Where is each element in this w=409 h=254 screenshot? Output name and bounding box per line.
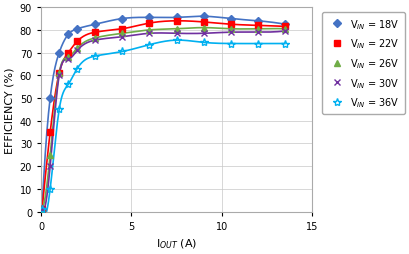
- V$_{IN}$ = 18V: [65, 34, 70, 37]
- V$_{IN}$ = 30V: [201, 33, 206, 36]
- V$_{IN}$ = 22V: [120, 28, 125, 31]
- V$_{IN}$ = 26V: [201, 27, 206, 30]
- V$_{IN}$ = 36V: [120, 51, 125, 54]
- V$_{IN}$ = 22V: [201, 21, 206, 24]
- V$_{IN}$ = 36V: [228, 43, 233, 46]
- Legend: V$_{IN}$ = 18V, V$_{IN}$ = 22V, V$_{IN}$ = 26V, V$_{IN}$ = 30V, V$_{IN}$ = 36V: V$_{IN}$ = 18V, V$_{IN}$ = 22V, V$_{IN}$…: [321, 13, 404, 115]
- V$_{IN}$ = 18V: [255, 20, 260, 23]
- V$_{IN}$ = 30V: [56, 74, 61, 77]
- V$_{IN}$ = 22V: [40, 208, 45, 211]
- V$_{IN}$ = 26V: [282, 28, 287, 31]
- V$_{IN}$ = 26V: [120, 33, 125, 36]
- V$_{IN}$ = 30V: [120, 36, 125, 39]
- V$_{IN}$ = 22V: [47, 131, 52, 134]
- V$_{IN}$ = 18V: [147, 17, 152, 20]
- V$_{IN}$ = 22V: [56, 72, 61, 75]
- Line: V$_{IN}$ = 36V: V$_{IN}$ = 36V: [38, 37, 288, 214]
- X-axis label: I$_{OUT}$ (A): I$_{OUT}$ (A): [155, 236, 197, 250]
- V$_{IN}$ = 36V: [40, 208, 45, 211]
- V$_{IN}$ = 22V: [228, 24, 233, 27]
- V$_{IN}$ = 36V: [282, 43, 287, 46]
- V$_{IN}$ = 26V: [40, 208, 45, 211]
- Line: V$_{IN}$ = 22V: V$_{IN}$ = 22V: [39, 19, 287, 212]
- V$_{IN}$ = 18V: [120, 18, 125, 21]
- V$_{IN}$ = 36V: [255, 43, 260, 46]
- V$_{IN}$ = 18V: [228, 18, 233, 21]
- V$_{IN}$ = 22V: [147, 22, 152, 25]
- V$_{IN}$ = 30V: [255, 31, 260, 35]
- V$_{IN}$ = 30V: [65, 59, 70, 62]
- V$_{IN}$ = 26V: [228, 28, 233, 31]
- Y-axis label: EFFICIENCY (%): EFFICIENCY (%): [4, 67, 14, 153]
- V$_{IN}$ = 22V: [174, 20, 179, 23]
- V$_{IN}$ = 26V: [47, 154, 52, 157]
- V$_{IN}$ = 26V: [147, 29, 152, 32]
- V$_{IN}$ = 18V: [40, 208, 45, 211]
- V$_{IN}$ = 26V: [255, 28, 260, 31]
- V$_{IN}$ = 30V: [92, 39, 97, 42]
- V$_{IN}$ = 36V: [65, 84, 70, 87]
- V$_{IN}$ = 22V: [92, 31, 97, 35]
- V$_{IN}$ = 18V: [201, 16, 206, 19]
- V$_{IN}$ = 36V: [47, 188, 52, 191]
- V$_{IN}$ = 26V: [92, 37, 97, 40]
- V$_{IN}$ = 26V: [174, 28, 179, 31]
- V$_{IN}$ = 18V: [92, 24, 97, 27]
- V$_{IN}$ = 36V: [174, 39, 179, 42]
- V$_{IN}$ = 22V: [74, 41, 79, 44]
- Line: V$_{IN}$ = 18V: V$_{IN}$ = 18V: [39, 14, 287, 212]
- V$_{IN}$ = 18V: [47, 97, 52, 100]
- V$_{IN}$ = 18V: [174, 17, 179, 20]
- V$_{IN}$ = 18V: [56, 52, 61, 55]
- V$_{IN}$ = 30V: [74, 50, 79, 53]
- V$_{IN}$ = 36V: [201, 42, 206, 45]
- V$_{IN}$ = 30V: [40, 208, 45, 211]
- V$_{IN}$ = 18V: [74, 28, 79, 31]
- Line: V$_{IN}$ = 30V: V$_{IN}$ = 30V: [38, 28, 288, 213]
- V$_{IN}$ = 26V: [56, 72, 61, 75]
- V$_{IN}$ = 36V: [147, 44, 152, 47]
- V$_{IN}$ = 36V: [92, 55, 97, 58]
- V$_{IN}$ = 30V: [282, 30, 287, 34]
- V$_{IN}$ = 30V: [147, 33, 152, 36]
- V$_{IN}$ = 30V: [174, 33, 179, 36]
- V$_{IN}$ = 26V: [65, 56, 70, 59]
- V$_{IN}$ = 22V: [255, 25, 260, 28]
- V$_{IN}$ = 36V: [74, 68, 79, 71]
- V$_{IN}$ = 30V: [47, 165, 52, 168]
- V$_{IN}$ = 30V: [228, 31, 233, 35]
- V$_{IN}$ = 22V: [65, 52, 70, 55]
- V$_{IN}$ = 36V: [56, 108, 61, 112]
- V$_{IN}$ = 18V: [282, 24, 287, 27]
- Line: V$_{IN}$ = 26V: V$_{IN}$ = 26V: [39, 26, 287, 212]
- V$_{IN}$ = 26V: [74, 47, 79, 50]
- V$_{IN}$ = 22V: [282, 26, 287, 29]
